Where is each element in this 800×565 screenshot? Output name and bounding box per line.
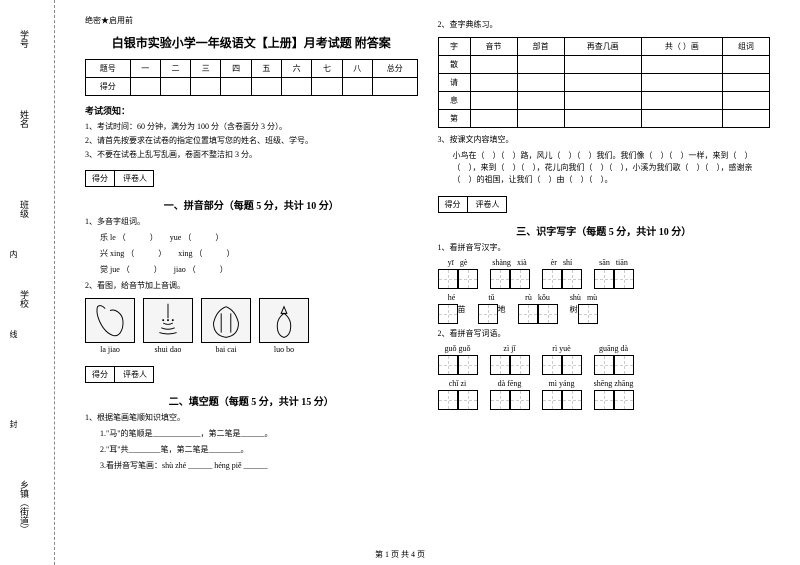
th-total: 总分: [372, 60, 417, 78]
th-1: 一: [130, 60, 160, 78]
dictionary-table: 字 音节 部首 再查几画 共（ ）画 组词 散 请 息 第: [438, 37, 771, 128]
dr-3: 息: [438, 92, 470, 110]
veggie-image-2: [143, 298, 193, 343]
pinyin-text-3: bai cai: [201, 345, 251, 354]
score-label: 得分: [86, 171, 115, 186]
th-4: 四: [221, 60, 251, 78]
th-8: 八: [342, 60, 372, 78]
fold-nei: 内: [8, 250, 19, 258]
char-group-1-4: sāntiān: [594, 258, 634, 289]
grader-label: 评卷人: [117, 171, 153, 186]
margin-label-banji: 班级: [18, 200, 31, 218]
score-summary-table: 题号 一 二 三 四 五 六 七 八 总分 得分: [85, 59, 418, 96]
pinyin-item-2: shui dao: [143, 298, 193, 354]
char-group-1-1: yīgè: [438, 258, 478, 289]
dh-2: 音节: [470, 38, 517, 56]
dr-2: 请: [438, 74, 470, 92]
veggie-image-3: [201, 298, 251, 343]
veggie-image-4: [259, 298, 309, 343]
th-6: 六: [282, 60, 312, 78]
q2-2: 2、查字典练习。: [438, 19, 771, 31]
q1-1-a: 乐 le （ ） yue （ ）: [100, 232, 418, 244]
score-box-2: 得分 评卷人: [85, 366, 154, 383]
q1-1-c: 觉 jue （ ） jiao （ ）: [100, 264, 418, 276]
margin-label-xuehao: 学号: [18, 30, 31, 48]
rule-2: 2、请首先按要求在试卷的指定位置填写您的姓名、班级、学号。: [85, 135, 418, 146]
char-group-3-3: rì yuè: [542, 344, 582, 375]
pinyin-text-2: shui dao: [143, 345, 193, 354]
section1-title: 一、拼音部分（每题 5 分，共计 10 分）: [85, 197, 418, 212]
dh-5: 共（ ）画: [641, 38, 722, 56]
margin-label-xuexiao: 学校: [18, 290, 31, 308]
th-5: 五: [251, 60, 281, 78]
th-7: 七: [312, 60, 342, 78]
q1-2: 2、看图，给音节加上音调。: [85, 280, 418, 292]
rule-1: 1、考试时间：60 分钟，满分为 100 分（含卷面分 3 分）。: [85, 121, 418, 132]
q3-2: 2、看拼音写词语。: [438, 328, 771, 340]
q3-1: 1、看拼音写汉字。: [438, 242, 771, 254]
char-group-2-3: rùkǒu: [518, 293, 558, 324]
q2-1-1: 1."马"的笔顺是____________，第二笔是______。: [100, 428, 418, 440]
th-tihao: 题号: [86, 60, 131, 78]
rule-3: 3、不要在试卷上乱写乱画，卷面不整洁扣 3 分。: [85, 149, 418, 160]
right-column: 2、查字典练习。 字 音节 部首 再查几画 共（ ）画 组词 散 请 息 第 3…: [428, 15, 781, 555]
q2-3: 3、按课文内容填空。: [438, 134, 771, 146]
fold-feng: 封: [8, 420, 19, 428]
char-group-4-2: dà fēng: [490, 379, 530, 410]
char-group-2-1: hé 苗: [438, 293, 466, 324]
dh-1: 字: [438, 38, 470, 56]
page-footer: 第 1 页 共 4 页: [0, 549, 800, 560]
char-group-1-2: shàngxià: [490, 258, 530, 289]
score-box-1: 得分 评卷人: [85, 170, 154, 187]
left-column: 绝密★启用前 白银市实验小学一年级语文【上册】月考试题 附答案 题号 一 二 三…: [75, 15, 428, 555]
pinyin-images-row: la jiao shui dao bai cai luo bo: [85, 298, 418, 354]
char-group-4-1: chǐ zi: [438, 379, 478, 410]
dr-1: 散: [438, 56, 470, 74]
left-margin-area: 学号 姓名 班级 学校 乡镇（街道） 内 线 封: [0, 0, 55, 565]
char-row-1: yīgè shàngxià èrshí sāntiān: [438, 258, 771, 289]
score-box-3: 得分 评卷人: [438, 196, 507, 213]
pinyin-text-1: la jiao: [85, 345, 135, 354]
char-group-3-2: zì jǐ: [490, 344, 530, 375]
q2-1-3: 3.看拼音写笔画：shù zhé ______ héng piě ______: [100, 460, 418, 472]
th-3: 三: [191, 60, 221, 78]
dr-4: 第: [438, 110, 470, 128]
confidential-label: 绝密★启用前: [85, 15, 418, 26]
dh-4: 再查几画: [564, 38, 641, 56]
char-group-2-4: shùmù 树: [570, 293, 598, 324]
section2-title: 二、填空题（每题 5 分，共计 15 分）: [85, 393, 418, 408]
main-content: 绝密★启用前 白银市实验小学一年级语文【上册】月考试题 附答案 题号 一 二 三…: [55, 0, 800, 565]
pinyin-text-4: luo bo: [259, 345, 309, 354]
q2-1-2: 2."耳"共________笔，第二笔是________。: [100, 444, 418, 456]
char-row-4: chǐ zi dà fēng mì yáng shēng zhāng: [438, 379, 771, 410]
th-2: 二: [160, 60, 190, 78]
char-row-2: hé 苗 tǔ 地 rùkǒu shùmù 树: [438, 293, 771, 324]
q2-3-text: 小鸟在（ ）（ ）路，风儿（ ）（ ）我们。我们像（ ）（ ）一样，来到（ ）（…: [453, 150, 771, 186]
section3-title: 三、识字写字（每题 5 分，共计 10 分）: [438, 223, 771, 238]
char-group-4-4: shēng zhāng: [594, 379, 634, 410]
fold-xian: 线: [8, 330, 19, 338]
char-group-2-2: tǔ 地: [478, 293, 506, 324]
char-row-3: guǒ guǒ zì jǐ rì yuè guāng dà: [438, 344, 771, 375]
dh-6: 组词: [722, 38, 769, 56]
pinyin-item-3: bai cai: [201, 298, 251, 354]
q1-1-b: 兴 xing （ ） xing （ ）: [100, 248, 418, 260]
row-defen: 得分: [86, 78, 131, 96]
char-group-1-3: èrshí: [542, 258, 582, 289]
margin-label-xiangzhen: 乡镇（街道）: [18, 480, 31, 534]
margin-label-xingming: 姓名: [18, 110, 31, 128]
q2-1: 1、根据笔画笔顺知识填空。: [85, 412, 418, 424]
exam-title: 白银市实验小学一年级语文【上册】月考试题 附答案: [85, 34, 418, 51]
q1-1: 1、多音字组词。: [85, 216, 418, 228]
char-group-3-4: guāng dà: [594, 344, 634, 375]
pinyin-item-4: luo bo: [259, 298, 309, 354]
char-group-4-3: mì yáng: [542, 379, 582, 410]
dh-3: 部首: [517, 38, 564, 56]
rules-title: 考试须知：: [85, 104, 418, 117]
veggie-image-1: [85, 298, 135, 343]
pinyin-item-1: la jiao: [85, 298, 135, 354]
char-group-3-1: guǒ guǒ: [438, 344, 478, 375]
